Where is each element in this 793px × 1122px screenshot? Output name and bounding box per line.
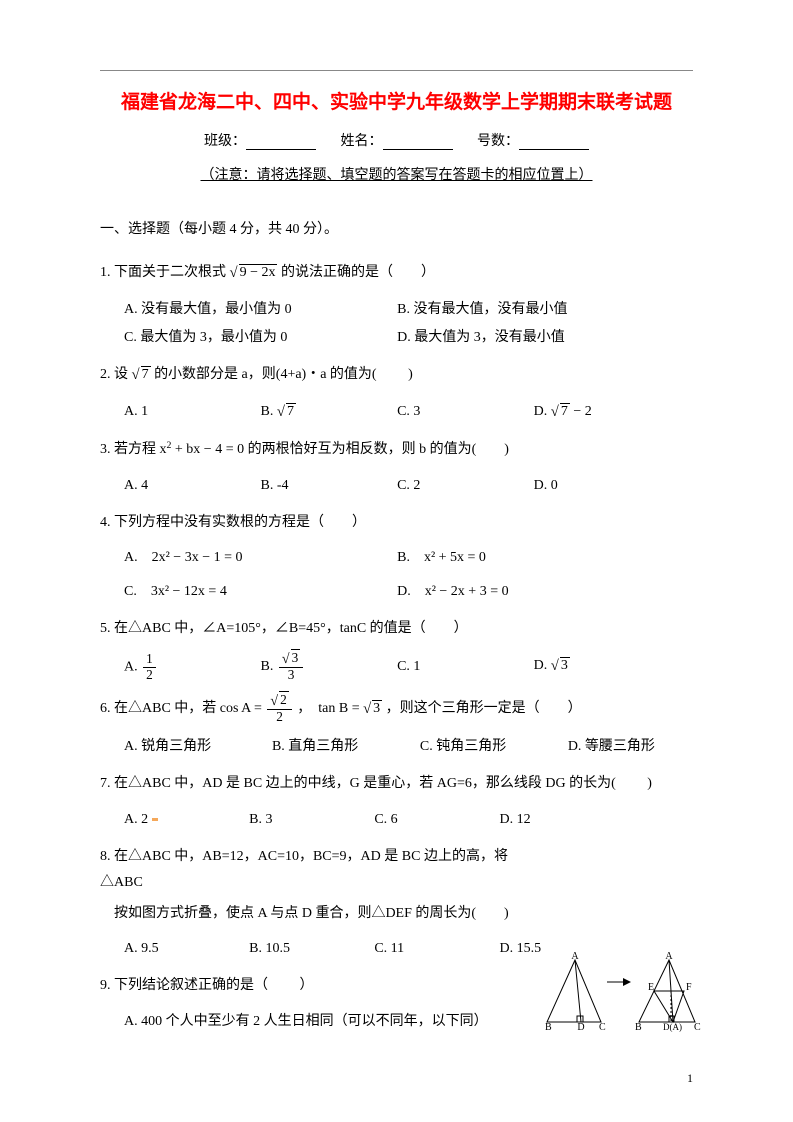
q7-D: D. 12 [500,806,625,834]
fig-A1: A [571,952,579,962]
q6-C: C. 钝角三角形 [420,733,568,761]
q4-opts: A. 2x² − 3x − 1 = 0 B. x² + 5x = 0 C. 3x… [100,544,693,606]
q6-post: ，则这个三角形一定是（ ） [386,701,582,716]
q6: 6. 在△ABC 中，若 cos A = 22 ， tan B = 3 ，则这个… [100,693,693,725]
q5: 5. 在△ABC 中，∠A=105°，∠B=45°，tanC 的值是（ ） [100,616,693,643]
q6-cosA: 22 [267,693,291,725]
q8-l1: 8. 在△ABC 中，AB=12，AC=10，BC=9，AD 是 BC 边上的高… [100,844,693,897]
q4-A: A. 2x² − 3x − 1 = 0 [124,544,397,572]
q5-A: A. 12 [124,652,261,682]
q3-B: B. -4 [261,472,398,500]
q7-A: A. 2 [124,806,249,834]
top-rule [100,70,693,71]
q3: 3. 若方程 x2 + bx − 4 = 0 的两根恰好互为相反数，则 b 的值… [100,437,693,464]
q4-C: C. 3x² − 12x = 4 [124,578,397,606]
q3-D: D. 0 [534,472,671,500]
q2-D: D. 7 − 2 [534,398,671,427]
q1-sqrt: 9 − 2x [230,260,278,288]
arrow-icon [607,978,631,986]
q1-opts: A. 没有最大值，最小值为 0 B. 没有最大值，没有最小值 C. 最大值为 3… [100,296,693,352]
q8-C: C. 11 [374,935,499,963]
q8-l2: 按如图方式折叠，使点 A 与点 D 重合，则△DEF 的周长为( ) [100,901,693,928]
fig-C2: C [694,1022,701,1032]
q7-B: B. 3 [249,806,374,834]
fig-C1: C [599,1022,606,1032]
q6-tanB: 3 [363,698,382,722]
q5-B-frac: 33 [279,651,303,683]
section-1-heading: 一、选择题（每小题 4 分，共 40 分）。 [100,218,693,238]
q6-B: B. 直角三角形 [272,733,420,761]
note: （注意：请将选择题、填空题的答案写在答题卡的相应位置上） [100,164,693,184]
q3-stem: 3. 若方程 x [100,442,167,457]
q6-mid: ， tan B = [297,701,363,716]
q1: 1. 下面关于二次根式 9 − 2x 的说法正确的是（ ） [100,260,693,288]
q2-pre: 2. 设 [100,367,128,382]
class-label: 班级： [204,134,246,149]
q7-C: C. 6 [374,806,499,834]
fig-D1: D [577,1022,584,1032]
fig-B1: B [545,1022,552,1032]
q7-opts: A. 2 B. 3 C. 6 D. 12 [100,806,693,834]
q2: 2. 设 7 的小数部分是 a，则(4+a)・a 的值为( ) [100,362,693,390]
fig-F: F [686,982,692,993]
q5-B: B. 33 [261,651,398,683]
q3-A: A. 4 [124,472,261,500]
student-info: 班级： 姓名： 号数： [100,130,693,150]
page-number: 1 [687,1071,693,1086]
q8-B: B. 10.5 [249,935,374,963]
fig-DA: D(A) [663,1022,682,1032]
q3-opts: A. 4 B. -4 C. 2 D. 0 [100,472,693,500]
page-title: 福建省龙海二中、四中、实验中学九年级数学上学期期末联考试题 [100,87,693,114]
q2-A: A. 1 [124,398,261,427]
q3-C: C. 2 [397,472,534,500]
q5-D: D. 3 [534,652,671,681]
class-blank [246,133,316,150]
num-label: 号数： [477,134,519,149]
q9-A: A. 400 个人中至少有 2 人生日相同（可以不同年，以下同） [124,1014,488,1029]
fig-A2: A [665,952,673,962]
q2-mid: 的小数部分是 a，则(4+a)・a 的值为( ) [154,367,413,382]
q6-opts: A. 锐角三角形 B. 直角三角形 C. 钝角三角形 D. 等腰三角形 [100,733,693,761]
q2-B-sqrt: 7 [277,398,296,427]
q4-B: B. x² + 5x = 0 [397,544,670,572]
q6-D: D. 等腰三角形 [568,733,693,761]
q5-A-frac: 12 [143,652,156,682]
q8-A: A. 9.5 [124,935,249,963]
fig-B2: B [635,1022,642,1032]
q6-pre: 6. 在△ABC 中，若 cos A = [100,701,265,716]
name-label: 姓名： [341,134,383,149]
q1-B: B. 没有最大值，没有最小值 [397,296,670,324]
name-blank [383,133,453,150]
q1-post: 的说法正确的是（ ） [281,265,435,280]
orange-dot-icon [152,818,158,821]
fig-E: E [648,982,654,993]
q6-A: A. 锐角三角形 [124,733,272,761]
q7: 7. 在△ABC 中，AD 是 BC 边上的中线，G 是重心，若 AG=6，那么… [100,771,693,798]
q2-D-sqrt: 7 [551,398,570,427]
num-blank [519,133,589,150]
q2-sqrt: 7 [132,362,151,390]
q1-D: D. 最大值为 3，没有最小值 [397,324,670,352]
q3-post: + bx − 4 = 0 的两根恰好互为相反数，则 b 的值为( ) [171,442,509,457]
q1-pre: 1. 下面关于二次根式 [100,265,226,280]
q2-opts: A. 1 B. 7 C. 3 D. 7 − 2 [100,398,693,427]
q1-A: A. 没有最大值，最小值为 0 [124,296,397,324]
q8-figure: A B D C A E F B D(A) C [543,952,703,1032]
q2-B: B. 7 [261,398,398,427]
q5-opts: A. 12 B. 33 C. 1 D. 3 [100,651,693,683]
q1-C: C. 最大值为 3，最小值为 0 [124,324,397,352]
q2-C: C. 3 [397,398,534,427]
q5-C: C. 1 [397,653,534,681]
q4-D: D. x² − 2x + 3 = 0 [397,578,670,606]
q4: 4. 下列方程中没有实数根的方程是（ ） [100,510,693,537]
